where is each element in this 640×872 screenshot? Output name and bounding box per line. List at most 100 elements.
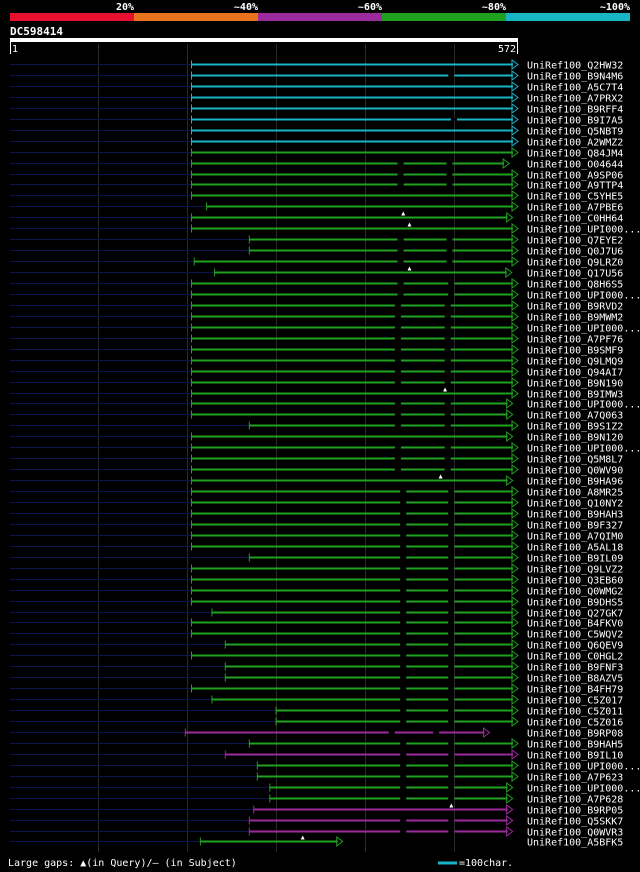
hit-row[interactable]: UniRef100_A7P628 — [10, 793, 623, 806]
hit-row[interactable]: UniRef100_B9N190 — [10, 377, 623, 390]
hit-row[interactable]: UniRef100_Q9LRZ0 — [10, 256, 623, 269]
hit-row[interactable]: UniRef100_A9TTP4 — [10, 179, 623, 192]
hit-label[interactable]: UniRef100_B9RP08 — [527, 729, 623, 740]
hit-label[interactable]: UniRef100_Q17U56 — [527, 269, 623, 280]
hit-row[interactable]: UniRef100_A9SP06 — [10, 169, 623, 182]
hit-label[interactable]: UniRef100_UPI000... — [527, 400, 640, 411]
hit-label[interactable]: UniRef100_Q8H6S5 — [527, 280, 623, 291]
hit-label[interactable]: UniRef100_B9RP05 — [527, 806, 623, 817]
hit-label[interactable]: UniRef100_B9RFF4 — [527, 105, 623, 116]
hit-label[interactable]: UniRef100_O04644 — [527, 160, 623, 171]
hit-row[interactable]: UniRef100_Q8H6S5 — [10, 278, 623, 291]
hit-row[interactable]: UniRef100_B9I7A5 — [10, 114, 623, 127]
hit-row[interactable]: UniRef100_Q10NY2 — [10, 497, 623, 510]
hit-row[interactable]: UniRef100_B9S1Z2 — [10, 420, 623, 433]
hit-row[interactable]: UniRef100_C0HGL2 — [10, 650, 623, 663]
hit-row[interactable]: UniRef100_C5WQV2 — [10, 628, 623, 641]
hit-row[interactable]: UniRef100_Q7EYE2 — [10, 234, 623, 247]
hit-label[interactable]: UniRef100_A7PBE6 — [527, 203, 623, 214]
hit-row[interactable]: UniRef100_B9IMW3 — [10, 387, 623, 401]
hit-label[interactable]: UniRef100_B9RVD2 — [527, 302, 623, 313]
hit-row[interactable]: UniRef100_B9RVD2 — [10, 300, 623, 313]
hit-label[interactable]: UniRef100_C5Z011 — [527, 707, 623, 718]
hit-label[interactable]: UniRef100_C5Z016 — [527, 718, 623, 729]
hit-label[interactable]: UniRef100_Q9LVZ2 — [527, 565, 623, 576]
hit-row[interactable]: UniRef100_B9F327 — [10, 519, 623, 532]
hit-row[interactable]: UniRef100_A5C7T4 — [10, 81, 623, 94]
hit-label[interactable]: UniRef100_Q84JM4 — [527, 149, 623, 160]
hit-row[interactable]: UniRef100_Q5M8L7 — [10, 453, 623, 466]
hit-label[interactable]: UniRef100_UPI000... — [527, 291, 640, 302]
hit-label[interactable]: UniRef100_C0HH64 — [527, 214, 623, 225]
hit-label[interactable]: UniRef100_Q3EB60 — [527, 576, 623, 587]
hit-row[interactable]: UniRef100_C5Z017 — [10, 694, 623, 707]
hit-row[interactable]: UniRef100_B9HA96 — [10, 474, 623, 488]
hit-label[interactable]: UniRef100_B9N190 — [527, 379, 623, 390]
hit-label[interactable]: UniRef100_Q5SKK7 — [527, 817, 623, 828]
hit-label[interactable]: UniRef100_A7QIM0 — [527, 532, 623, 543]
hit-label[interactable]: UniRef100_A8MR25 — [527, 488, 623, 499]
hit-row[interactable]: UniRef100_B9SMF9 — [10, 344, 623, 357]
hit-row[interactable]: UniRef100_B4FKV0 — [10, 617, 623, 630]
hit-label[interactable]: UniRef100_A9TTP4 — [527, 181, 623, 192]
hit-label[interactable]: UniRef100_UPI000... — [527, 444, 640, 455]
hit-label[interactable]: UniRef100_A7PRX2 — [527, 94, 623, 105]
hit-label[interactable]: UniRef100_Q5M8L7 — [527, 455, 623, 466]
hit-row[interactable]: UniRef100_C0HH64 — [10, 211, 623, 225]
hit-label[interactable]: UniRef100_B9DHS5 — [527, 598, 623, 609]
hit-row[interactable]: UniRef100_B4FH79 — [10, 683, 623, 696]
hit-row[interactable]: UniRef100_UPI000... — [10, 289, 640, 302]
hit-row[interactable]: UniRef100_A7PF76 — [10, 333, 623, 346]
hit-row[interactable]: UniRef100_UPI000... — [10, 442, 640, 455]
hit-row[interactable]: UniRef100_Q0J7U6 — [10, 245, 623, 258]
hit-row[interactable]: UniRef100_C5Z011 — [10, 705, 623, 718]
hit-row[interactable]: UniRef100_A8MR25 — [10, 486, 623, 499]
hit-label[interactable]: UniRef100_B4FKV0 — [527, 619, 623, 630]
hit-row[interactable]: UniRef100_C5Z016 — [10, 716, 623, 729]
hit-label[interactable]: UniRef100_Q9LRZ0 — [527, 258, 623, 269]
hit-row[interactable]: UniRef100_B9FNF3 — [10, 661, 623, 674]
hit-label[interactable]: UniRef100_C5Z017 — [527, 696, 623, 707]
hit-row[interactable]: UniRef100_B9MWM2 — [10, 311, 623, 324]
hit-label[interactable]: UniRef100_Q6QEV9 — [527, 641, 623, 652]
hit-label[interactable]: UniRef100_UPI000... — [527, 225, 640, 236]
hit-label[interactable]: UniRef100_B9IL09 — [527, 554, 623, 565]
hit-row[interactable]: UniRef100_B9RFF4 — [10, 103, 623, 116]
hit-row[interactable]: UniRef100_Q9LVZ2 — [10, 563, 623, 576]
hit-label[interactable]: UniRef100_B9SMF9 — [527, 346, 623, 357]
hit-row[interactable]: UniRef100_Q6QEV9 — [10, 639, 623, 652]
hit-label[interactable]: UniRef100_B9IL10 — [527, 751, 623, 762]
hit-row[interactable]: UniRef100_A7QIM0 — [10, 530, 623, 543]
hit-label[interactable]: UniRef100_Q0J7U6 — [527, 247, 623, 258]
hit-row[interactable]: UniRef100_C5YHE5 — [10, 190, 623, 203]
hit-row[interactable]: UniRef100_A7PRX2 — [10, 92, 623, 105]
hit-row[interactable]: UniRef100_B9HAH5 — [10, 738, 623, 751]
hit-label[interactable]: UniRef100_A7P628 — [527, 795, 623, 806]
hit-row[interactable]: UniRef100_Q0WV90 — [10, 464, 623, 477]
hit-label[interactable]: UniRef100_UPI000... — [527, 784, 640, 795]
hit-row[interactable]: UniRef100_Q27GK7 — [10, 607, 623, 620]
hit-label[interactable]: UniRef100_Q7EYE2 — [527, 236, 623, 247]
hit-label[interactable]: UniRef100_B9N120 — [527, 433, 623, 444]
hit-row[interactable]: UniRef100_Q2HW32 — [10, 59, 623, 72]
hit-label[interactable]: UniRef100_A2WMZ2 — [527, 138, 623, 149]
hit-row[interactable]: UniRef100_Q0WMG2 — [10, 585, 623, 598]
hit-label[interactable]: UniRef100_B9MWM2 — [527, 313, 623, 324]
hit-row[interactable]: UniRef100_B8AZV5 — [10, 672, 623, 685]
hit-row[interactable]: UniRef100_UPI000... — [10, 398, 640, 411]
hit-row[interactable]: UniRef100_A7Q063 — [10, 409, 623, 422]
hit-row[interactable]: UniRef100_UPI000... — [10, 782, 640, 795]
hit-label[interactable]: UniRef100_A7PF76 — [527, 335, 623, 346]
hit-row[interactable]: UniRef100_O04644 — [10, 158, 623, 171]
hit-row[interactable]: UniRef100_A5AL18 — [10, 541, 623, 554]
hit-label[interactable]: UniRef100_Q5NBT9 — [527, 127, 623, 138]
hit-label[interactable]: UniRef100_Q0WVR3 — [527, 828, 623, 839]
hit-row[interactable]: UniRef100_B9IL09 — [10, 552, 623, 565]
hit-label[interactable]: UniRef100_Q2HW32 — [527, 61, 623, 72]
hit-label[interactable]: UniRef100_C0HGL2 — [527, 652, 623, 663]
hit-label[interactable]: UniRef100_Q27GK7 — [527, 609, 623, 620]
hit-label[interactable]: UniRef100_B9HAH5 — [527, 740, 623, 751]
hit-row[interactable]: UniRef100_Q94AI7 — [10, 366, 623, 379]
hit-label[interactable]: UniRef100_Q10NY2 — [527, 499, 623, 510]
hit-row[interactable]: UniRef100_Q0WVR3 — [10, 826, 623, 839]
